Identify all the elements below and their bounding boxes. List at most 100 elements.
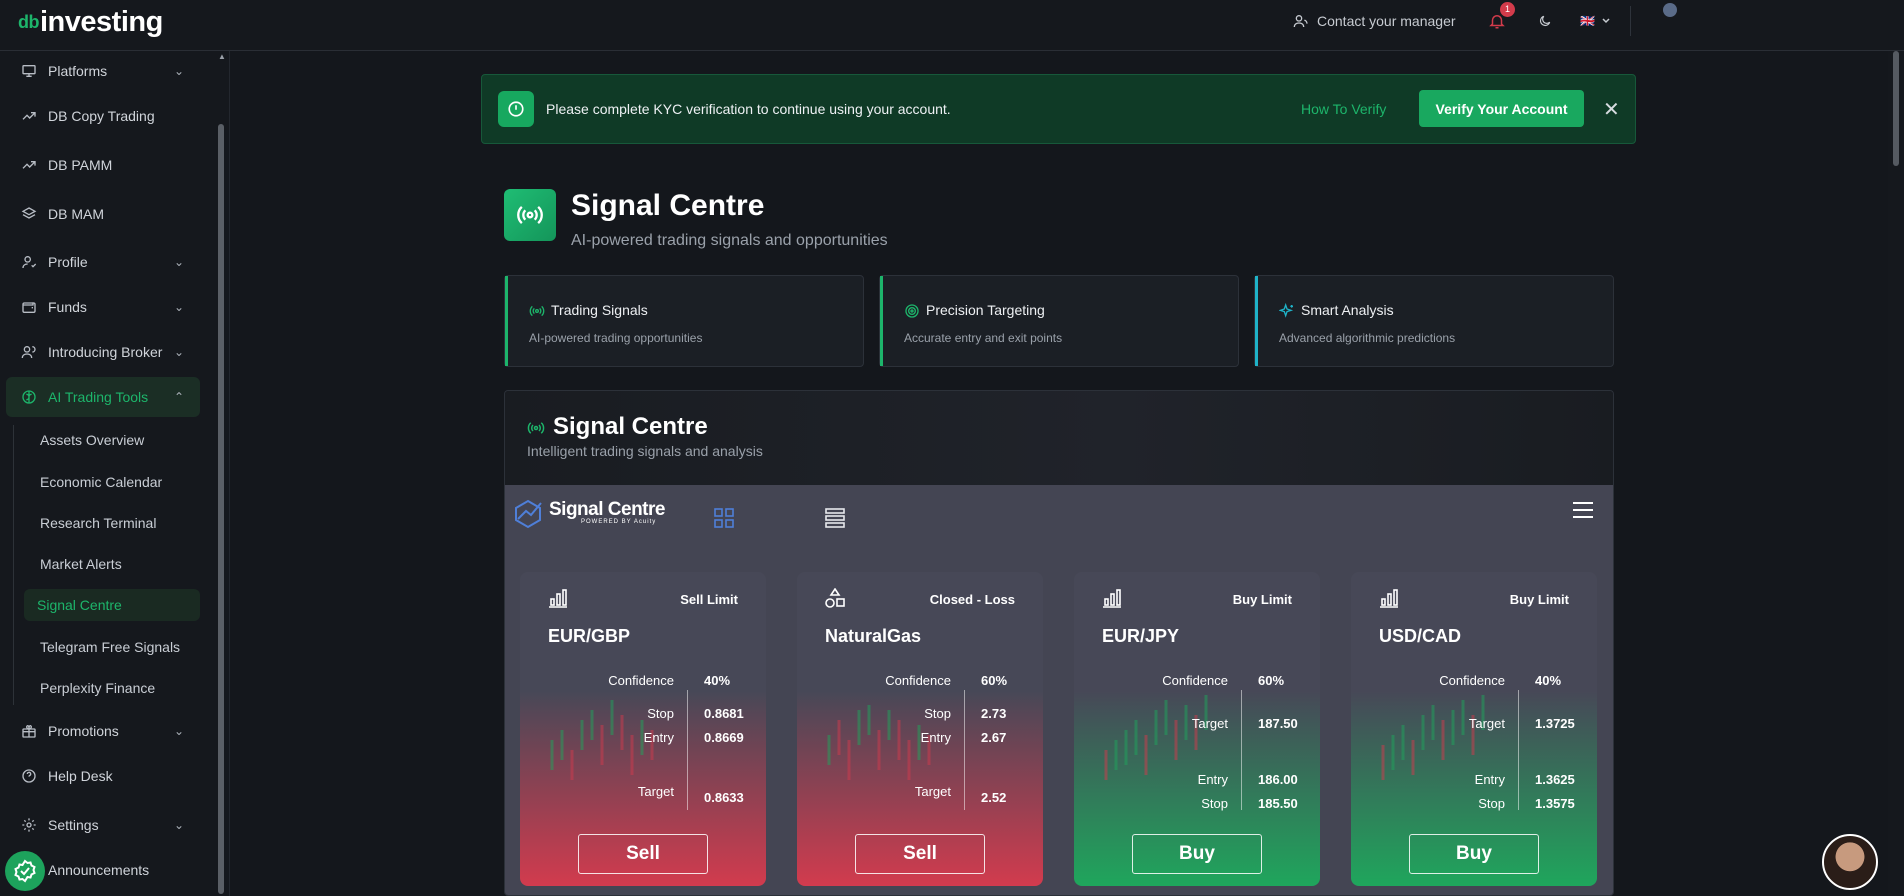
stop-value: 0.8681 <box>704 706 744 721</box>
signal-card-eur-jpy[interactable]: Buy Limit EUR/JPY Confidence 60% Target … <box>1074 572 1320 886</box>
sidebar-item-platforms[interactable]: Platforms ⌄ <box>6 51 200 91</box>
close-icon[interactable]: ✕ <box>1603 99 1620 121</box>
support-chat-avatar[interactable] <box>1822 834 1878 890</box>
sidebar-item-db-mam[interactable]: DB MAM <box>6 194 200 234</box>
sidebar-item-help-desk[interactable]: Help Desk <box>6 756 200 796</box>
main-scroll-thumb[interactable] <box>1893 51 1899 166</box>
sidebar-item-label: AI Trading Tools <box>48 389 149 405</box>
sidebar-item-funds[interactable]: Funds ⌄ <box>6 287 200 327</box>
sell-button[interactable]: Sell <box>855 834 985 874</box>
panel-subtitle: Intelligent trading signals and analysis <box>527 443 763 459</box>
sidebar-item-promotions[interactable]: Promotions ⌄ <box>6 711 200 751</box>
chevron-down-icon: ⌄ <box>173 818 184 832</box>
candlestick-chart-background <box>550 700 654 780</box>
confidence-label: Confidence <box>1439 673 1505 688</box>
scroll-up-icon[interactable]: ▲ <box>218 52 226 61</box>
sidebar-subitem-label: Assets Overview <box>40 432 145 448</box>
entry-value: 2.67 <box>981 730 1007 745</box>
buy-button[interactable]: Buy <box>1132 834 1262 874</box>
sidebar-subitem-label: Telegram Free Signals <box>40 639 181 655</box>
layers-icon <box>20 205 38 223</box>
sell-button[interactable]: Sell <box>578 834 708 874</box>
logo-mark: db <box>18 11 40 32</box>
confidence-value: 40% <box>1535 673 1562 688</box>
signal-type: Sell Limit <box>680 592 738 607</box>
panel-title: Signal Centre <box>553 413 708 440</box>
feature-desc: Accurate entry and exit points <box>904 331 1063 345</box>
confidence-value: 60% <box>1258 673 1285 688</box>
entry-label: Entry <box>1197 772 1228 787</box>
feature-title: Trading Signals <box>551 302 648 318</box>
account-avatar[interactable] <box>1663 3 1677 17</box>
chevron-down-icon: ⌄ <box>173 345 184 359</box>
feature-title: Smart Analysis <box>1301 302 1394 318</box>
feature-title: Precision Targeting <box>926 302 1045 318</box>
user-icon <box>20 253 38 271</box>
sidebar-item-label: Platforms <box>48 63 108 79</box>
sidebar-scroll-thumb[interactable] <box>218 124 224 894</box>
sidebar-item-label: Promotions <box>48 723 119 739</box>
sidebar-subitem-perplexity-finance[interactable]: Perplexity Finance <box>24 672 200 704</box>
users-icon <box>20 343 38 361</box>
confidence-value: 40% <box>704 673 731 688</box>
sidebar-item-db-copy-trading[interactable]: DB Copy Trading <box>6 96 200 136</box>
sidebar-item-db-pamm[interactable]: DB PAMM <box>6 145 200 185</box>
moon-icon <box>1540 15 1551 26</box>
page-subtitle: AI-powered trading signals and opportuni… <box>571 232 888 249</box>
signal-type: Closed - Loss <box>929 592 1015 607</box>
sidebar-item-ai-trading-tools[interactable]: AI Trading Tools ⌃ <box>6 377 200 417</box>
signal-card-eur-gbp[interactable]: Sell Limit EUR/GBP Confidence 40% Stop 0… <box>520 572 766 886</box>
entry-value: 186.00 <box>1258 772 1298 787</box>
signal-card-naturalgas[interactable]: Closed - Loss NaturalGas Confidence 60% … <box>797 572 1043 886</box>
signal-card-usd-cad[interactable]: Buy Limit USD/CAD Confidence 40% Target … <box>1351 572 1597 886</box>
brand-logo[interactable]: db investing <box>18 2 163 42</box>
signal-type: Buy Limit <box>1232 592 1292 607</box>
sparkles-icon <box>1279 303 1294 318</box>
gift-icon <box>20 722 38 740</box>
sidebar-item-announcements[interactable]: Announcements <box>6 850 200 890</box>
stop-value: 185.50 <box>1258 796 1298 811</box>
sidebar-item-settings[interactable]: Settings ⌄ <box>6 805 200 845</box>
sidebar-item-profile[interactable]: Profile ⌄ <box>6 242 200 282</box>
chevron-down-icon: ⌄ <box>173 64 184 78</box>
chevron-down-icon <box>1602 17 1610 23</box>
trending-up-icon <box>20 107 38 125</box>
sidebar-subitem-research-terminal[interactable]: Research Terminal <box>24 507 200 539</box>
sidebar-item-introducing-broker[interactable]: Introducing Broker ⌄ <box>6 332 200 372</box>
broadcast-icon <box>529 305 545 317</box>
shapes-icon <box>825 588 845 608</box>
sidebar-scrollbar[interactable]: ▲ <box>216 52 226 896</box>
bar-chart-icon <box>549 589 567 608</box>
list-view-icon[interactable] <box>825 508 845 528</box>
top-bar: db investing Contact your manager 1 🇬🇧 <box>0 0 1904 51</box>
sidebar-item-label: Settings <box>48 817 99 833</box>
how-to-verify-link[interactable]: How To Verify <box>1301 101 1387 117</box>
verify-account-button[interactable]: Verify Your Account <box>1419 90 1584 127</box>
feature-accent-bar <box>505 276 508 366</box>
sidebar-subitem-telegram-free-signals[interactable]: Telegram Free Signals <box>24 631 200 663</box>
theme-toggle-button[interactable] <box>1538 0 1552 41</box>
buy-button[interactable]: Buy <box>1409 834 1539 874</box>
gear-icon <box>20 816 38 834</box>
alert-circle-icon <box>498 91 534 127</box>
verified-check-icon[interactable] <box>5 851 45 891</box>
confidence-value: 60% <box>981 673 1008 688</box>
language-selector[interactable]: 🇬🇧 <box>1580 0 1611 41</box>
target-label: Target <box>1468 716 1505 731</box>
logo-text: investing <box>40 5 163 38</box>
sidebar-subitem-signal-centre[interactable]: Signal Centre <box>24 589 200 621</box>
brain-icon <box>20 388 38 406</box>
sidebar-subitem-market-alerts[interactable]: Market Alerts <box>24 548 200 580</box>
sidebar-subitem-assets-overview[interactable]: Assets Overview <box>24 424 200 456</box>
chevron-up-icon: ⌃ <box>173 390 184 404</box>
candlestick-chart-background <box>1104 695 1208 780</box>
grid-view-icon[interactable] <box>714 508 734 528</box>
chevron-down-icon: ⌄ <box>173 300 184 314</box>
sidebar-subitem-economic-calendar[interactable]: Economic Calendar <box>24 466 200 498</box>
main-scrollbar[interactable] <box>1888 51 1904 896</box>
notifications-button[interactable]: 1 <box>1488 0 1515 41</box>
contact-manager-link[interactable]: Contact your manager <box>1293 0 1456 41</box>
hamburger-menu-icon[interactable] <box>1572 501 1594 519</box>
sidebar-subitem-label: Signal Centre <box>37 597 122 613</box>
signal-centre-header: Signal Centre Intelligent trading signal… <box>505 391 1613 485</box>
